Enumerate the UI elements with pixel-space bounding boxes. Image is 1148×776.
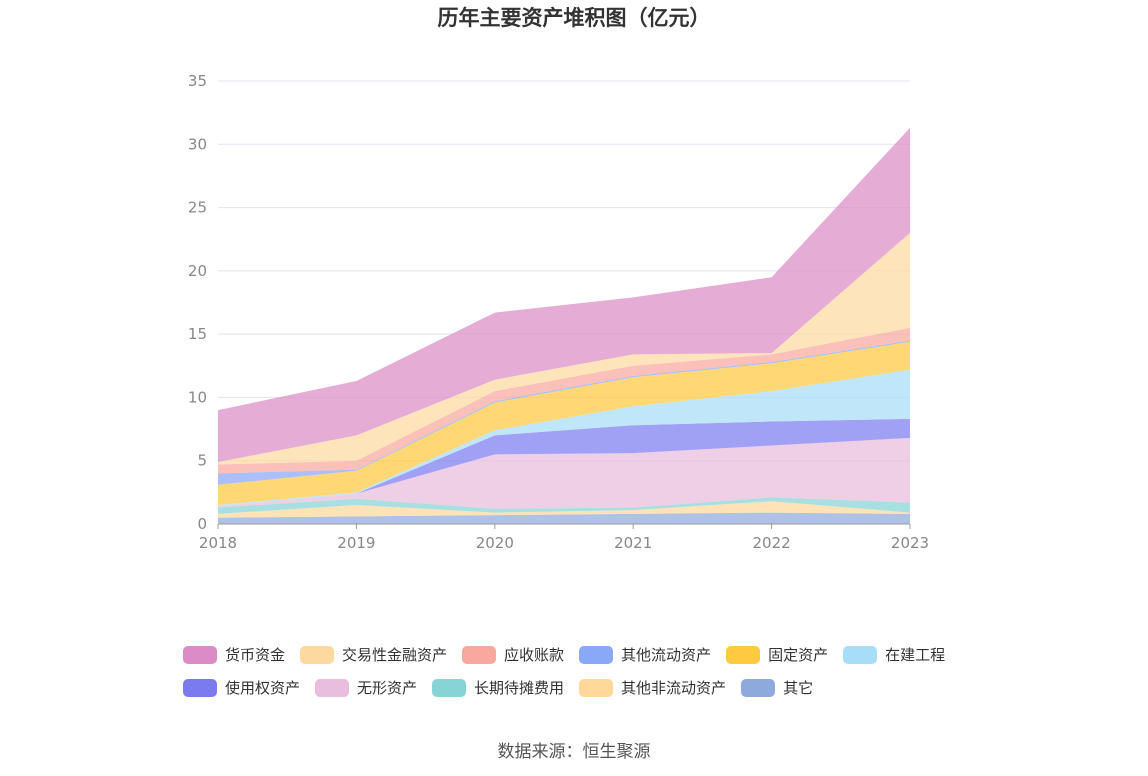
legend-item[interactable]: 在建工程 [843,644,945,665]
data-source: 数据来源：恒生聚源 [497,742,651,762]
legend-label: 货币资金 [225,646,286,664]
legend-item[interactable]: 固定资产 [726,644,828,665]
x-tick-label: 2020 [476,534,514,552]
y-tick-label: 0 [197,515,207,533]
series-area [218,369,910,507]
y-tick-label: 5 [197,452,207,470]
legend-item[interactable]: 应收账款 [462,644,564,665]
series-area [218,512,910,524]
legend-swatch [315,678,350,697]
y-tick-label: 15 [188,325,207,343]
legend-row: 使用权资产 无形资产 长期待摊费用 其他非流动资产 其它 [183,671,1003,704]
legend-swatch [579,678,614,697]
series-area [218,497,910,514]
chart-title: 历年主要资产堆积图（亿元） [437,6,711,30]
x-tick-label: 2022 [753,534,791,552]
legend-label: 其他流动资产 [621,646,712,664]
legend-item[interactable]: 无形资产 [315,677,417,698]
legend-label: 其它 [783,679,814,697]
legend-swatch [741,678,776,697]
series-area [218,418,910,507]
chart-legend: 货币资金 交易性金融资产 应收账款 其他流动资产 固定资产 在建工程使用权资产 无形资产 长期… [183,638,1003,704]
series-area [218,327,910,474]
legend-item[interactable]: 其他流动资产 [579,644,711,665]
legend-swatch [183,678,217,697]
legend-item[interactable]: 货币资金 [183,644,285,665]
x-tick-label: 2021 [614,534,652,552]
legend-item[interactable]: 使用权资产 [183,677,300,698]
y-tick-label: 10 [188,388,207,406]
legend-swatch [843,645,878,664]
stacked-area-chart: 0 5 10 15 20 25 30 35 2018 2019 2020 2021 2022 2023 [188,72,929,552]
legend-label: 使用权资产 [225,679,301,697]
x-tick-label: 2023 [891,534,929,552]
legend-row: 货币资金 交易性金融资产 应收账款 其他流动资产 固定资产 在建工程 [183,638,1003,671]
series-area [218,341,910,505]
series-area [218,127,910,463]
legend-item[interactable]: 长期待摊费用 [432,677,564,698]
legend-swatch [300,645,335,664]
legend-item[interactable]: 交易性金融资产 [300,644,447,665]
legend-label: 长期待摊费用 [474,679,565,697]
legend-swatch [183,645,217,664]
legend-label: 固定资产 [768,646,829,664]
legend-label: 在建工程 [885,646,946,664]
y-tick-label: 20 [188,262,207,280]
legend-swatch [462,645,497,664]
y-tick-label: 25 [188,199,207,217]
y-tick-label: 35 [188,72,207,90]
series-area [218,501,910,518]
legend-swatch [726,645,761,664]
legend-swatch [432,678,467,697]
x-tick-label: 2019 [337,534,375,552]
legend-label: 无形资产 [357,679,418,697]
legend-swatch [579,645,614,664]
legend-label: 其他非流动资产 [621,679,727,697]
legend-item[interactable]: 其他非流动资产 [579,677,726,698]
legend-label: 应收账款 [504,646,565,664]
series-area [218,437,910,509]
y-tick-label: 30 [188,135,207,153]
legend-item[interactable]: 其它 [741,677,813,698]
legend-label: 交易性金融资产 [342,646,448,664]
x-tick-label: 2018 [199,534,237,552]
